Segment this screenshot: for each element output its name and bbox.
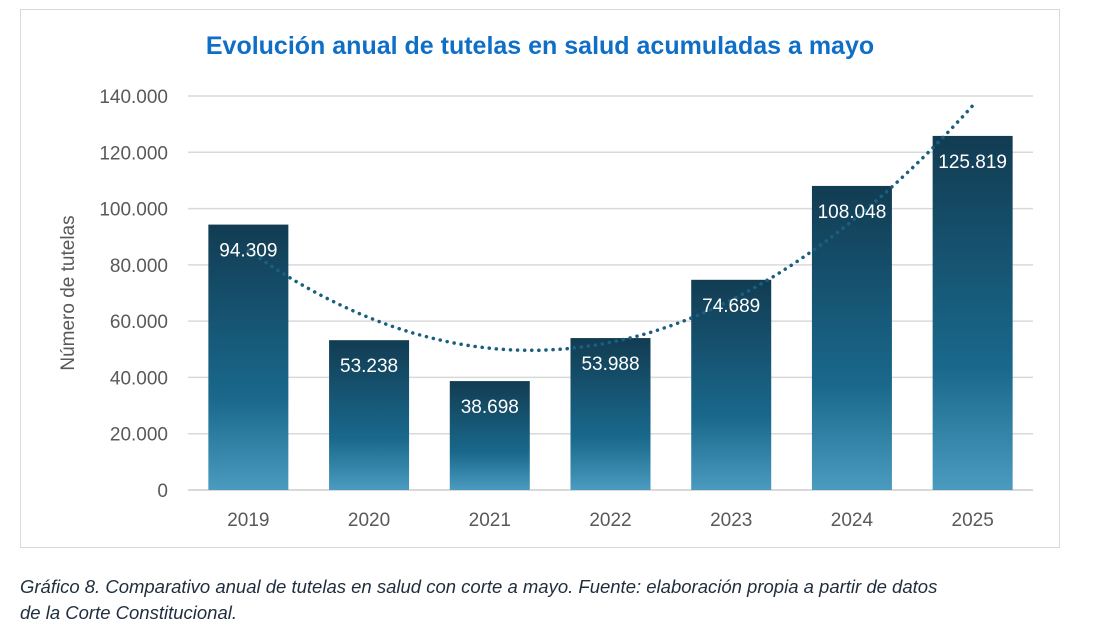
bar bbox=[811, 185, 892, 490]
data-label: 74.689 bbox=[702, 296, 760, 317]
figure-caption: Gráfico 8. Comparativo anual de tutelas … bbox=[20, 574, 1110, 626]
y-tick-label: 0 bbox=[157, 481, 168, 502]
x-tick-label: 2024 bbox=[831, 510, 874, 531]
y-tick-label: 40.000 bbox=[110, 368, 168, 389]
data-label: 125.819 bbox=[938, 152, 1007, 173]
x-tick-label: 2021 bbox=[469, 510, 511, 531]
data-label: 94.309 bbox=[219, 241, 277, 262]
bar bbox=[570, 338, 651, 490]
bar bbox=[932, 135, 1013, 490]
bar bbox=[691, 279, 772, 490]
y-tick-label: 100.000 bbox=[99, 200, 168, 221]
y-tick-label: 120.000 bbox=[99, 143, 168, 164]
x-tick-label: 2019 bbox=[227, 510, 269, 531]
x-tick-label: 2025 bbox=[952, 510, 994, 531]
y-axis-label: Número de tutelas bbox=[58, 215, 79, 370]
caption-line-2: de la Corte Constitucional. bbox=[20, 602, 237, 623]
data-label: 108.048 bbox=[818, 202, 887, 223]
data-label: 53.238 bbox=[340, 356, 398, 377]
x-tick-label: 2022 bbox=[589, 510, 631, 531]
x-tick-label: 2020 bbox=[348, 510, 390, 531]
y-tick-label: 140.000 bbox=[99, 87, 168, 108]
x-tick-label: 2023 bbox=[710, 510, 752, 531]
data-label: 38.698 bbox=[461, 397, 519, 418]
y-tick-label: 20.000 bbox=[110, 425, 168, 446]
bar bbox=[329, 340, 410, 490]
caption-line-1: Gráfico 8. Comparativo anual de tutelas … bbox=[20, 576, 938, 597]
bar bbox=[208, 224, 289, 490]
chart-title: Evolución anual de tutelas en salud acum… bbox=[205, 32, 875, 60]
trendline bbox=[246, 103, 975, 353]
y-tick-label: 80.000 bbox=[110, 256, 168, 277]
y-tick-label: 60.000 bbox=[110, 312, 168, 333]
data-label: 53.988 bbox=[581, 354, 639, 375]
bar bbox=[449, 381, 530, 490]
